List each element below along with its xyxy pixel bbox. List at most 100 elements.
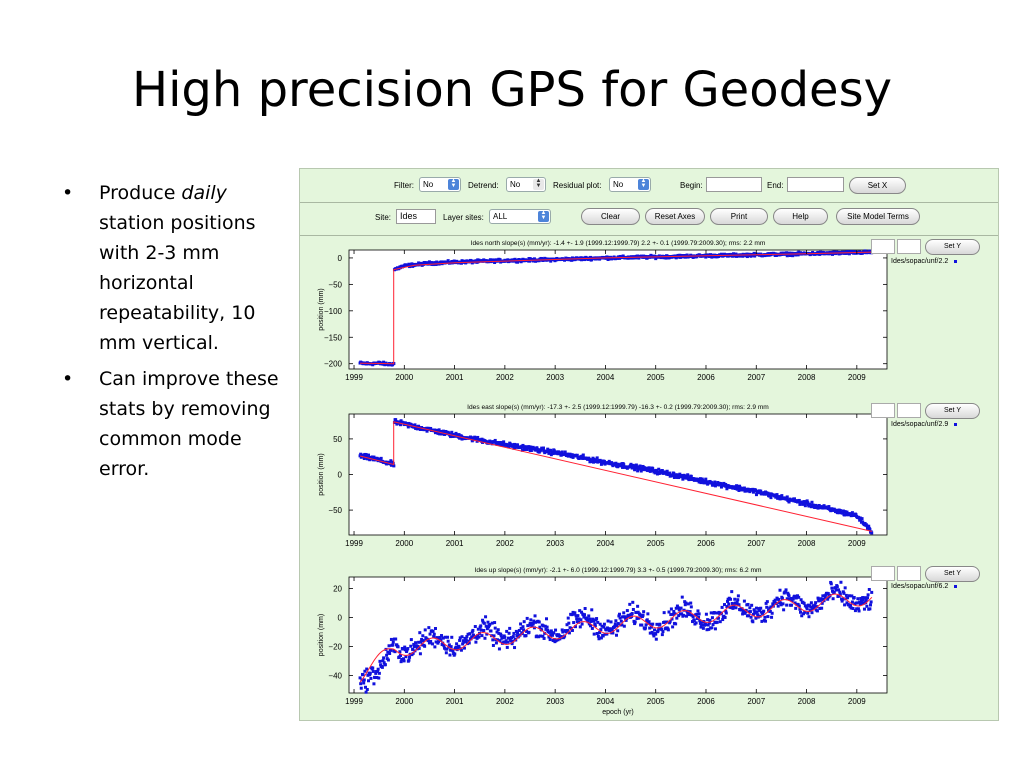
data-point xyxy=(870,590,874,594)
data-point xyxy=(720,605,724,609)
data-point xyxy=(684,476,688,480)
data-point xyxy=(683,603,687,607)
y-min-input[interactable] xyxy=(871,403,895,418)
data-point xyxy=(665,469,669,473)
data-point xyxy=(408,655,412,659)
layer-sites-select[interactable]: ALL ▲ ▼ xyxy=(489,209,551,224)
data-point xyxy=(482,621,486,625)
begin-input[interactable] xyxy=(706,177,762,192)
set-y-button[interactable]: Set Y xyxy=(925,566,980,582)
data-point xyxy=(361,673,365,677)
data-point xyxy=(504,639,508,643)
data-point xyxy=(402,657,406,661)
data-point xyxy=(604,628,608,632)
data-point xyxy=(575,617,579,621)
data-point xyxy=(704,623,708,627)
data-point xyxy=(567,621,571,625)
data-point xyxy=(503,635,507,639)
data-point xyxy=(802,500,806,504)
x-tick-label: 2005 xyxy=(647,539,665,548)
data-point xyxy=(854,513,858,517)
data-point xyxy=(538,625,542,629)
site-model-terms-button[interactable]: Site Model Terms xyxy=(836,208,920,225)
data-point xyxy=(606,619,610,623)
data-point xyxy=(569,455,573,459)
y-axis-label: position (mm) xyxy=(318,453,325,495)
data-point xyxy=(850,600,854,604)
up-plot-panel: Ides up slope(s) (mm/yr): -2.1 +- 6.0 (1… xyxy=(300,565,998,721)
data-point xyxy=(591,617,595,621)
y-min-input[interactable] xyxy=(871,566,895,581)
data-point xyxy=(692,618,696,622)
data-point xyxy=(586,620,590,624)
data-point xyxy=(707,627,711,631)
site-input[interactable]: Ides xyxy=(396,209,436,224)
end-label: End: xyxy=(767,181,784,190)
set-y-button[interactable]: Set Y xyxy=(925,239,980,255)
x-tick-label: 2006 xyxy=(697,373,715,382)
data-point xyxy=(698,477,702,481)
data-point xyxy=(495,630,499,634)
data-point xyxy=(704,477,708,481)
data-point xyxy=(461,639,465,643)
data-point xyxy=(742,609,746,613)
y-max-input[interactable] xyxy=(897,566,921,581)
data-point xyxy=(653,628,657,632)
data-point xyxy=(637,616,641,620)
data-point xyxy=(554,628,558,632)
data-point xyxy=(365,667,369,671)
filter-select[interactable]: No ▲ ▼ xyxy=(419,177,461,192)
data-point xyxy=(588,617,592,621)
data-point xyxy=(365,457,369,461)
y-max-input[interactable] xyxy=(897,403,921,418)
set-x-button[interactable]: Set X xyxy=(849,177,906,194)
reset-axes-button[interactable]: Reset Axes xyxy=(645,208,705,225)
detrend-select[interactable]: No ▲ ▼ xyxy=(506,177,546,192)
end-input[interactable] xyxy=(787,177,844,192)
data-point xyxy=(481,618,485,622)
y-max-input[interactable] xyxy=(897,239,921,254)
data-point xyxy=(683,474,687,478)
help-button[interactable]: Help xyxy=(773,208,828,225)
data-point xyxy=(669,613,673,617)
data-point xyxy=(417,646,421,650)
data-point xyxy=(664,256,668,260)
data-point xyxy=(839,580,843,584)
site-label: Site: xyxy=(375,213,392,222)
data-point xyxy=(497,443,501,447)
data-point xyxy=(587,622,591,626)
data-point xyxy=(412,645,416,649)
data-point xyxy=(651,467,655,471)
data-point xyxy=(378,659,382,663)
print-button[interactable]: Print xyxy=(710,208,768,225)
data-point xyxy=(613,624,617,628)
data-point xyxy=(532,257,536,261)
data-point xyxy=(805,607,809,611)
data-point xyxy=(479,628,483,632)
data-point xyxy=(485,632,489,636)
data-point xyxy=(506,636,510,640)
data-point xyxy=(748,610,752,614)
data-point xyxy=(620,623,624,627)
data-point xyxy=(443,635,447,639)
data-point xyxy=(768,609,772,613)
data-point xyxy=(506,640,510,644)
data-point xyxy=(426,639,430,643)
x-tick-label: 2005 xyxy=(647,373,665,382)
data-point xyxy=(718,620,722,624)
x-tick-label: 2008 xyxy=(798,539,816,548)
data-point xyxy=(668,471,672,475)
up-chart: Ides up slope(s) (mm/yr): -2.1 +- 6.0 (1… xyxy=(318,567,888,716)
x-tick-label: 1999 xyxy=(345,697,363,706)
residual-plot-select[interactable]: No ▲ ▼ xyxy=(609,177,651,192)
data-point xyxy=(499,632,503,636)
data-point xyxy=(583,613,587,617)
clear-button[interactable]: Clear xyxy=(581,208,640,225)
set-y-button[interactable]: Set Y xyxy=(925,403,980,419)
model-line xyxy=(359,421,873,532)
data-point xyxy=(815,609,819,613)
data-point xyxy=(435,428,439,432)
data-point xyxy=(648,631,652,635)
data-point xyxy=(383,663,387,667)
y-min-input[interactable] xyxy=(871,239,895,254)
